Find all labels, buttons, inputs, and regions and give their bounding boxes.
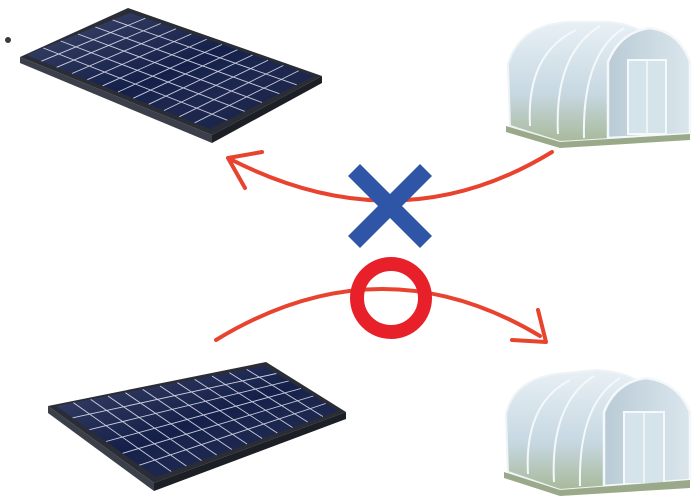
arrow-greenhouse-to-panel — [226, 150, 554, 203]
edge-dot — [5, 37, 11, 43]
solar-panel-icon — [20, 8, 322, 143]
cross-mark-icon — [347, 163, 433, 249]
circle-mark-icon — [350, 257, 432, 339]
greenhouse-icon — [504, 368, 692, 496]
solar-panel-icon — [48, 362, 346, 491]
greenhouse-icon — [506, 21, 692, 148]
arrow-panel-to-greenhouse — [214, 287, 548, 344]
